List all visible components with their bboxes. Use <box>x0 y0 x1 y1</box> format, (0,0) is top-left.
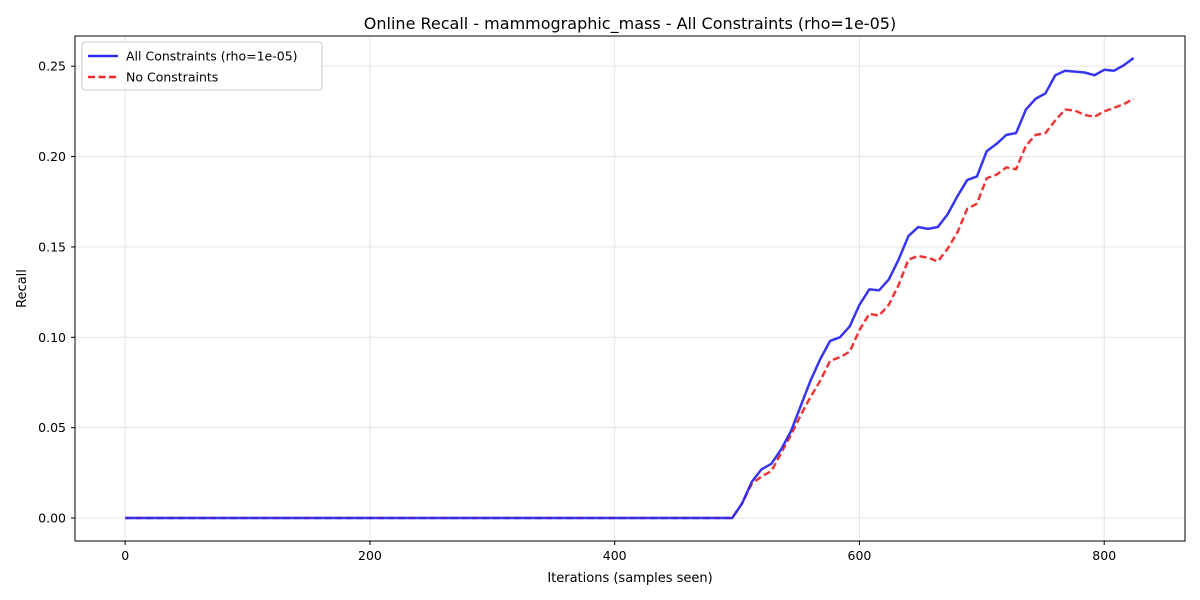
y-tick-label: 0.25 <box>38 59 66 74</box>
x-tick-label: 200 <box>358 548 382 563</box>
legend-label-all-constraints: All Constraints (rho=1e-05) <box>126 49 298 64</box>
y-tick-label: 0.05 <box>38 420 66 435</box>
x-tick-label: 800 <box>1092 548 1116 563</box>
x-tick-label: 400 <box>603 548 627 563</box>
series-line-no-constraints <box>125 97 1135 520</box>
x-axis-label: Iterations (samples seen) <box>547 571 712 586</box>
y-axis-label: Recall <box>15 269 30 308</box>
plot-frame <box>74 35 1186 542</box>
series-layer <box>125 57 1135 520</box>
x-tick-label: 600 <box>848 548 872 563</box>
y-tick-label: 0.15 <box>38 239 66 254</box>
y-tick-label: 0.00 <box>38 511 66 526</box>
grid-lines <box>75 36 1185 541</box>
axis-ticks: 0 200 400 600 800 0.00 0.05 0.10 0.15 0.20 0.25 <box>38 59 1116 563</box>
x-tick-label: 0 <box>121 548 129 563</box>
y-tick-label: 0.20 <box>38 149 66 164</box>
legend-label-no-constraints: No Constraints <box>126 70 218 85</box>
y-tick-label: 0.10 <box>38 330 66 345</box>
legend-box <box>81 41 323 91</box>
series-line-all-constraints <box>125 57 1135 520</box>
chart-title: Online Recall - mammographic_mass - All … <box>364 14 896 34</box>
legend: All Constraints (rho=1e-05) No Constrain… <box>81 41 323 91</box>
